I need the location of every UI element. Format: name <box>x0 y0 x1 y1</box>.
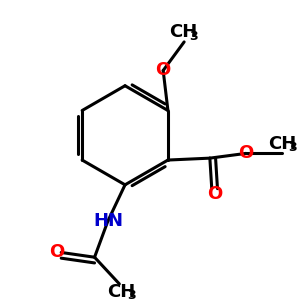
Text: 3: 3 <box>189 30 198 43</box>
Text: 3: 3 <box>288 141 297 154</box>
Text: CH: CH <box>107 283 135 300</box>
Text: HN: HN <box>93 212 123 230</box>
Text: O: O <box>49 244 64 262</box>
Text: CH: CH <box>169 23 197 41</box>
Text: 3: 3 <box>128 289 136 300</box>
Text: O: O <box>207 185 222 203</box>
Text: O: O <box>238 144 254 162</box>
Text: CH: CH <box>268 135 296 153</box>
Text: O: O <box>155 61 171 80</box>
